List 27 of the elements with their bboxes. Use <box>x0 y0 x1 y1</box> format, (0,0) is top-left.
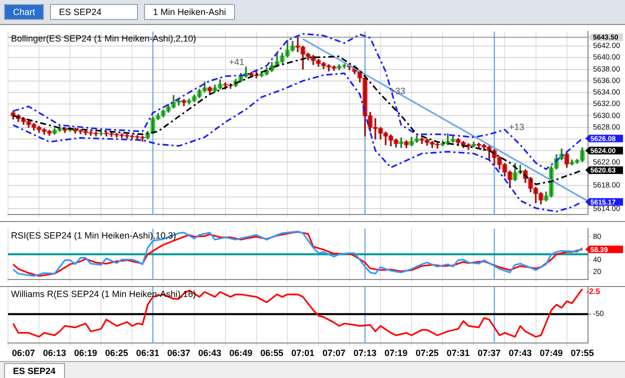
text: ES SEP24 <box>50 4 138 20</box>
annotation: +13 <box>509 122 524 132</box>
x-tick-label: 07:13 <box>353 348 377 358</box>
x-tick-label: 07:19 <box>384 348 408 358</box>
x-tick-label: 07:01 <box>291 348 314 358</box>
x-tick-label: 07:37 <box>478 348 501 358</box>
x-tick-label: 07:49 <box>540 348 563 358</box>
x-tick-label: 07:31 <box>446 348 470 358</box>
x-tick-label: 07:07 <box>322 348 346 358</box>
x-tick-label: 07:43 <box>508 348 532 358</box>
x-tick-label: 06:49 <box>229 348 252 358</box>
x-tick-label: 06:43 <box>198 348 222 358</box>
text: 1 Min Heiken-Ashi <box>144 4 236 20</box>
annotation: -2.5 <box>586 287 601 296</box>
chart-title: Bollinger(ES SEP24 (1 Min Heiken-Ashi),2,10) <box>11 33 196 44</box>
x-tick-label: 06:55 <box>260 348 284 358</box>
x-tick-label: 06:37 <box>167 348 190 358</box>
x-tick-label: 07:25 <box>416 348 439 358</box>
x-tick-label: 06:25 <box>105 348 128 358</box>
x-tick-label: 07:55 <box>570 348 594 358</box>
text: Chart <box>4 4 44 20</box>
x-tick-label: 06:31 <box>136 348 160 358</box>
x-tick-label: 06:19 <box>74 348 98 358</box>
text: ES SEP24 <box>4 363 65 378</box>
x-tick-label: 06:07 <box>12 348 36 358</box>
x-tick-label: 06:13 <box>43 348 66 358</box>
annotation: +41 <box>229 56 244 67</box>
